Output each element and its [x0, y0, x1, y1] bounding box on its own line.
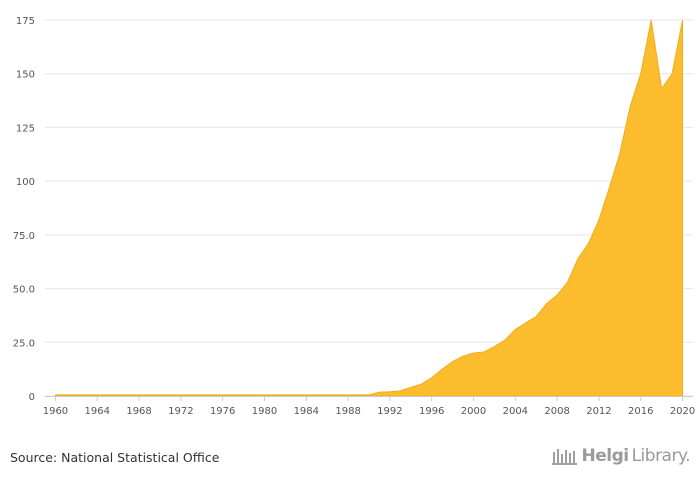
x-tick-label: 2016: [628, 406, 653, 417]
source-note: Source: National Statistical Office: [10, 450, 220, 465]
x-tick-label: 2020: [670, 406, 695, 417]
x-tick-label: 1968: [126, 406, 151, 417]
x-tick-label: 1972: [168, 406, 193, 417]
x-tick-label: 2004: [503, 406, 528, 417]
library-building-icon: [552, 449, 578, 465]
series-area: [54, 19, 684, 397]
x-tick-label: 1980: [252, 406, 277, 417]
gridlines: [45, 19, 693, 397]
x-tick-label: 1996: [419, 406, 444, 417]
x-tick-label: 1976: [210, 406, 235, 417]
helgi-library-logo: Helgi Library.: [552, 446, 691, 466]
x-tick-label: 2012: [586, 406, 611, 417]
brand-name: Helgi: [581, 446, 629, 466]
y-tick-label: 100: [16, 177, 35, 188]
y-tick-label: 150: [16, 70, 35, 81]
x-tick-label: 1964: [85, 406, 110, 417]
y-axis-ticks: 0 25.0 50.0 75.0 100 125 150 175: [13, 16, 35, 403]
y-tick-label: 175: [16, 16, 35, 27]
x-tick-label: 2000: [461, 406, 486, 417]
x-tick-label: 1984: [294, 406, 319, 417]
y-tick-label: 0: [29, 392, 35, 403]
x-tick-label: 2008: [544, 406, 569, 417]
x-tick-label: 1988: [335, 406, 360, 417]
x-tick-label: 1960: [43, 406, 68, 417]
x-axis-ticks: 1960 1964 1968 1972 1976 1980 1984 1988 1992 1996…: [43, 396, 695, 417]
brand-suffix: Library.: [631, 446, 691, 466]
y-tick-label: 75.0: [13, 231, 35, 242]
y-tick-label: 50.0: [13, 285, 35, 296]
y-tick-label: 125: [16, 123, 35, 134]
y-tick-label: 25.0: [13, 338, 35, 349]
x-tick-label: 1992: [377, 406, 402, 417]
